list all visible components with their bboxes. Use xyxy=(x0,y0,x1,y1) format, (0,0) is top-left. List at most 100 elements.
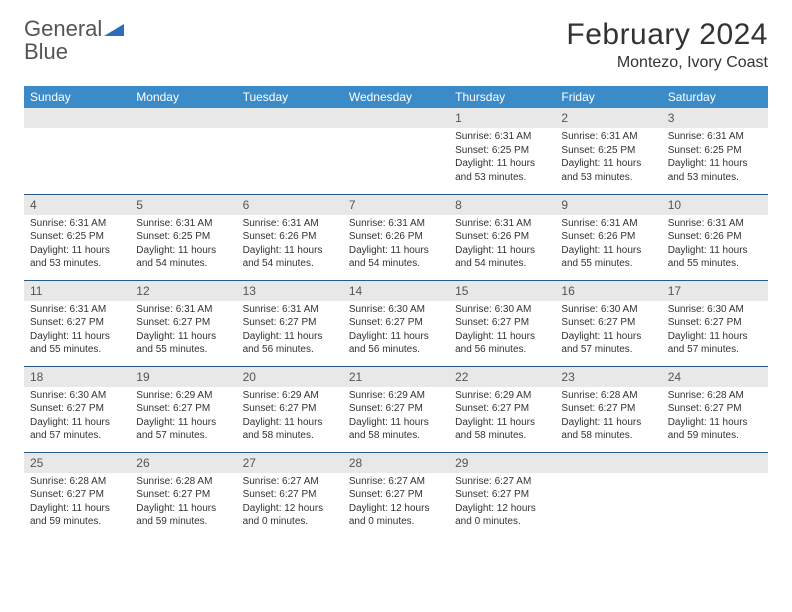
day-number: 18 xyxy=(24,367,130,387)
sunrise-text: Sunrise: 6:28 AM xyxy=(561,389,655,403)
day-content: Sunrise: 6:28 AMSunset: 6:27 PMDaylight:… xyxy=(24,473,130,535)
sunset-text: Sunset: 6:25 PM xyxy=(455,144,549,158)
sunrise-text: Sunrise: 6:31 AM xyxy=(668,130,762,144)
day-cell xyxy=(24,108,130,194)
day-number xyxy=(555,453,661,473)
day-cell: 8Sunrise: 6:31 AMSunset: 6:26 PMDaylight… xyxy=(449,194,555,280)
day-cell: 28Sunrise: 6:27 AMSunset: 6:27 PMDayligh… xyxy=(343,452,449,538)
sunset-text: Sunset: 6:26 PM xyxy=(243,230,337,244)
day-header-row: Sunday Monday Tuesday Wednesday Thursday… xyxy=(24,86,768,108)
day-content: Sunrise: 6:31 AMSunset: 6:25 PMDaylight:… xyxy=(449,128,555,190)
day-number: 10 xyxy=(662,195,768,215)
sunset-text: Sunset: 6:26 PM xyxy=(349,230,443,244)
month-title: February 2024 xyxy=(566,18,768,52)
sunrise-text: Sunrise: 6:29 AM xyxy=(243,389,337,403)
day-cell: 19Sunrise: 6:29 AMSunset: 6:27 PMDayligh… xyxy=(130,366,236,452)
sunrise-text: Sunrise: 6:31 AM xyxy=(136,303,230,317)
day-number: 20 xyxy=(237,367,343,387)
day-content: Sunrise: 6:30 AMSunset: 6:27 PMDaylight:… xyxy=(662,301,768,363)
day-cell: 11Sunrise: 6:31 AMSunset: 6:27 PMDayligh… xyxy=(24,280,130,366)
sunrise-text: Sunrise: 6:31 AM xyxy=(243,303,337,317)
sunset-text: Sunset: 6:27 PM xyxy=(243,402,337,416)
sunrise-text: Sunrise: 6:27 AM xyxy=(243,475,337,489)
day-number: 29 xyxy=(449,453,555,473)
sunset-text: Sunset: 6:27 PM xyxy=(668,402,762,416)
day-content: Sunrise: 6:30 AMSunset: 6:27 PMDaylight:… xyxy=(555,301,661,363)
day-content: Sunrise: 6:31 AMSunset: 6:27 PMDaylight:… xyxy=(237,301,343,363)
day-cell: 22Sunrise: 6:29 AMSunset: 6:27 PMDayligh… xyxy=(449,366,555,452)
sunset-text: Sunset: 6:26 PM xyxy=(455,230,549,244)
day-cell: 5Sunrise: 6:31 AMSunset: 6:25 PMDaylight… xyxy=(130,194,236,280)
daylight-text: Daylight: 11 hours and 57 minutes. xyxy=(30,416,124,443)
day-number xyxy=(24,108,130,128)
day-number: 23 xyxy=(555,367,661,387)
title-block: February 2024 Montezo, Ivory Coast xyxy=(566,18,768,72)
day-content: Sunrise: 6:29 AMSunset: 6:27 PMDaylight:… xyxy=(237,387,343,449)
sunrise-text: Sunrise: 6:28 AM xyxy=(668,389,762,403)
day-content: Sunrise: 6:31 AMSunset: 6:25 PMDaylight:… xyxy=(662,128,768,190)
sunrise-text: Sunrise: 6:29 AM xyxy=(349,389,443,403)
sunrise-text: Sunrise: 6:31 AM xyxy=(561,217,655,231)
sunset-text: Sunset: 6:27 PM xyxy=(136,316,230,330)
day-number: 6 xyxy=(237,195,343,215)
daylight-text: Daylight: 11 hours and 53 minutes. xyxy=(668,157,762,184)
sunset-text: Sunset: 6:27 PM xyxy=(561,316,655,330)
sunrise-text: Sunrise: 6:31 AM xyxy=(30,217,124,231)
sunrise-text: Sunrise: 6:28 AM xyxy=(136,475,230,489)
day-number xyxy=(130,108,236,128)
daylight-text: Daylight: 11 hours and 57 minutes. xyxy=(668,330,762,357)
daylight-text: Daylight: 11 hours and 57 minutes. xyxy=(561,330,655,357)
day-cell: 14Sunrise: 6:30 AMSunset: 6:27 PMDayligh… xyxy=(343,280,449,366)
sunset-text: Sunset: 6:27 PM xyxy=(136,402,230,416)
day-cell: 20Sunrise: 6:29 AMSunset: 6:27 PMDayligh… xyxy=(237,366,343,452)
day-number: 3 xyxy=(662,108,768,128)
sunrise-text: Sunrise: 6:31 AM xyxy=(668,217,762,231)
daylight-text: Daylight: 11 hours and 58 minutes. xyxy=(455,416,549,443)
day-number xyxy=(237,108,343,128)
day-content: Sunrise: 6:31 AMSunset: 6:27 PMDaylight:… xyxy=(130,301,236,363)
calendar-table: Sunday Monday Tuesday Wednesday Thursday… xyxy=(24,86,768,538)
day-number: 2 xyxy=(555,108,661,128)
daylight-text: Daylight: 11 hours and 59 minutes. xyxy=(136,502,230,529)
sunrise-text: Sunrise: 6:30 AM xyxy=(455,303,549,317)
sunrise-text: Sunrise: 6:29 AM xyxy=(455,389,549,403)
daylight-text: Daylight: 11 hours and 53 minutes. xyxy=(561,157,655,184)
day-cell xyxy=(130,108,236,194)
sunrise-text: Sunrise: 6:30 AM xyxy=(349,303,443,317)
sunset-text: Sunset: 6:27 PM xyxy=(455,316,549,330)
day-number: 14 xyxy=(343,281,449,301)
day-cell: 7Sunrise: 6:31 AMSunset: 6:26 PMDaylight… xyxy=(343,194,449,280)
day-cell: 23Sunrise: 6:28 AMSunset: 6:27 PMDayligh… xyxy=(555,366,661,452)
sunset-text: Sunset: 6:27 PM xyxy=(668,316,762,330)
day-cell: 17Sunrise: 6:30 AMSunset: 6:27 PMDayligh… xyxy=(662,280,768,366)
logo-word1: General xyxy=(24,16,102,41)
day-content: Sunrise: 6:31 AMSunset: 6:25 PMDaylight:… xyxy=(24,215,130,277)
sunset-text: Sunset: 6:27 PM xyxy=(30,402,124,416)
daylight-text: Daylight: 11 hours and 54 minutes. xyxy=(243,244,337,271)
day-content: Sunrise: 6:28 AMSunset: 6:27 PMDaylight:… xyxy=(130,473,236,535)
sunset-text: Sunset: 6:26 PM xyxy=(668,230,762,244)
day-content: Sunrise: 6:31 AMSunset: 6:26 PMDaylight:… xyxy=(449,215,555,277)
day-content: Sunrise: 6:28 AMSunset: 6:27 PMDaylight:… xyxy=(662,387,768,449)
day-number: 21 xyxy=(343,367,449,387)
day-header: Sunday xyxy=(24,86,130,108)
logo: General Blue xyxy=(24,18,124,64)
day-number: 9 xyxy=(555,195,661,215)
day-number: 17 xyxy=(662,281,768,301)
day-header: Saturday xyxy=(662,86,768,108)
day-cell: 10Sunrise: 6:31 AMSunset: 6:26 PMDayligh… xyxy=(662,194,768,280)
day-content: Sunrise: 6:27 AMSunset: 6:27 PMDaylight:… xyxy=(449,473,555,535)
day-content: Sunrise: 6:31 AMSunset: 6:25 PMDaylight:… xyxy=(130,215,236,277)
daylight-text: Daylight: 12 hours and 0 minutes. xyxy=(455,502,549,529)
day-cell: 27Sunrise: 6:27 AMSunset: 6:27 PMDayligh… xyxy=(237,452,343,538)
daylight-text: Daylight: 11 hours and 54 minutes. xyxy=(455,244,549,271)
day-cell xyxy=(343,108,449,194)
day-number: 11 xyxy=(24,281,130,301)
sunset-text: Sunset: 6:26 PM xyxy=(561,230,655,244)
day-number xyxy=(343,108,449,128)
day-cell: 3Sunrise: 6:31 AMSunset: 6:25 PMDaylight… xyxy=(662,108,768,194)
day-content: Sunrise: 6:31 AMSunset: 6:26 PMDaylight:… xyxy=(662,215,768,277)
day-header: Thursday xyxy=(449,86,555,108)
sunset-text: Sunset: 6:27 PM xyxy=(561,402,655,416)
sunrise-text: Sunrise: 6:30 AM xyxy=(668,303,762,317)
